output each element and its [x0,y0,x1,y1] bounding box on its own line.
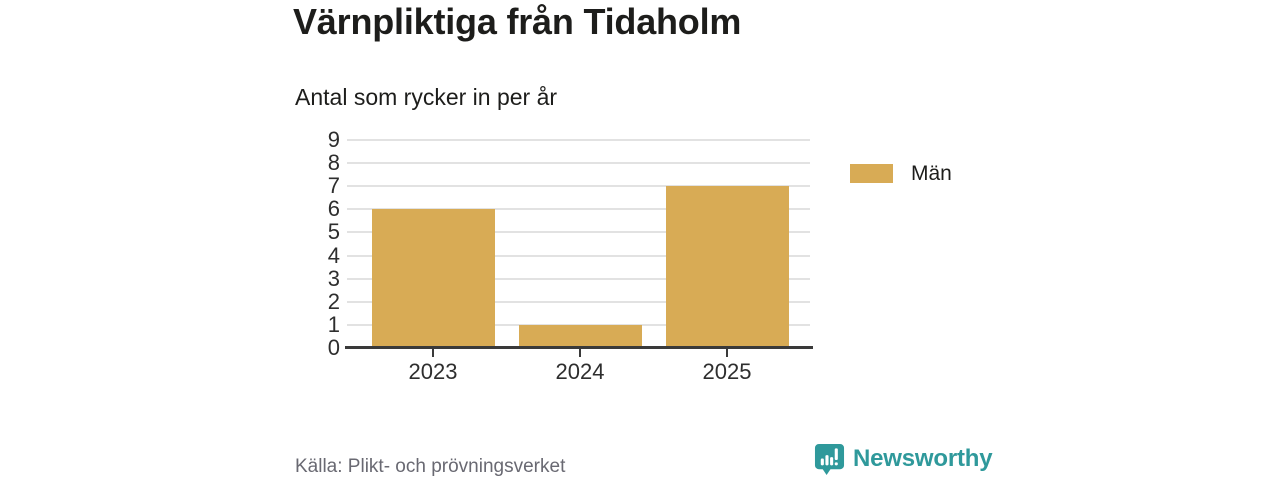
y-axis-label-0: 0 [327,335,340,360]
y-axis-label-6: 6 [327,196,340,221]
y-axis-label-8: 8 [327,150,340,175]
x-axis-label-2025: 2025 [702,359,752,384]
newsworthy-icon [814,443,845,476]
newsworthy-wordmark: Newsworthy [853,445,993,472]
x-axis-line [345,346,813,349]
gridline [347,255,810,257]
legend: Män [850,163,952,184]
bar-2025 [666,186,789,348]
gridline [347,185,810,187]
x-axis-label-2024: 2024 [555,359,605,384]
y-axis-label-2: 2 [327,289,340,314]
bar-2023 [372,209,495,348]
gridline [347,301,810,303]
gridline [347,278,810,280]
bar-2024 [519,325,642,348]
y-axis-label-3: 3 [327,266,340,291]
chart-subtitle: Antal som rycker in per år [295,84,558,110]
y-axis-label-5: 5 [327,219,340,244]
x-axis-tick-2023 [432,349,434,357]
gridline [347,139,810,141]
chart-title: Värnpliktiga från Tidaholm [293,1,742,42]
y-axis-label-9: 9 [327,127,340,152]
y-axis-label-1: 1 [327,312,340,337]
legend-label-man: Män [911,162,952,185]
x-axis-label-2023: 2023 [408,359,458,384]
y-axis-label-4: 4 [327,243,340,268]
source-caption: Källa: Plikt- och prövningsverket [295,456,566,477]
x-axis-tick-2025 [726,349,728,357]
gridline [347,231,810,233]
gridline [347,208,810,210]
newsworthy-logo[interactable]: Newsworthy [814,443,993,476]
gridline [347,162,810,164]
y-axis-label-7: 7 [327,173,340,198]
legend-swatch-man [850,164,893,183]
x-axis-tick-2024 [579,349,581,357]
